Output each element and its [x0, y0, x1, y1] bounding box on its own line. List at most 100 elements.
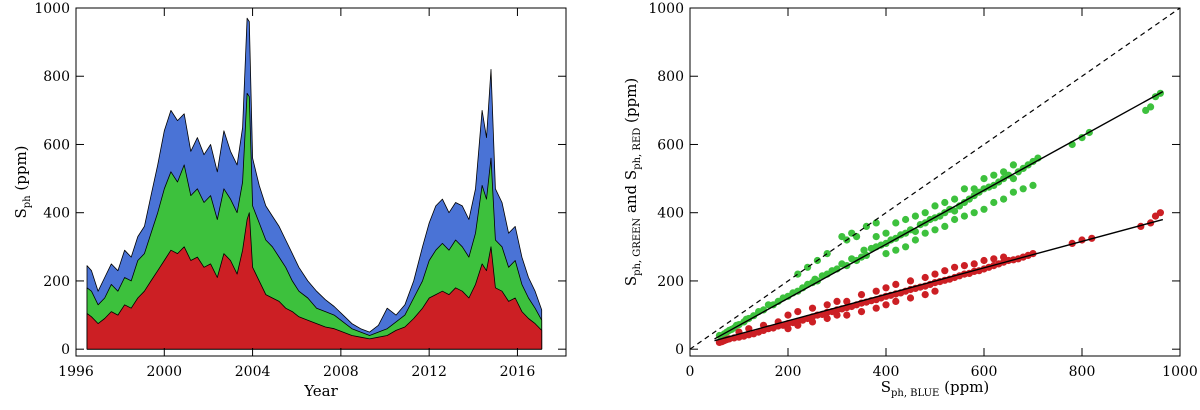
scatter-point [784, 311, 792, 319]
scatter-point [892, 219, 900, 227]
scatter-point [951, 207, 959, 215]
scatter-point [843, 297, 851, 305]
scatter-point [1009, 175, 1018, 183]
x-axis-title-unit: (ppm) [944, 378, 989, 396]
x-tick-label: 800 [1069, 364, 1096, 380]
scatter-point [990, 198, 998, 207]
scatter-point [980, 256, 988, 265]
y-axis-title-part-3: and S [622, 170, 640, 218]
scatter-point [823, 301, 831, 309]
scatter-point [990, 171, 998, 179]
scatter-point [911, 212, 920, 220]
scatter-point [921, 209, 929, 217]
scatter-point [960, 185, 969, 193]
scatter-point [750, 312, 758, 320]
scatter-point [882, 250, 890, 258]
scatter-point [872, 304, 880, 312]
area-series [86, 212, 543, 350]
stacked-area-chart: 1996 2000 2004 2008 2012 2016 0 200 400 600 800 100… [12, 1, 567, 400]
scatter-point [1000, 168, 1008, 176]
scatter-point [931, 202, 939, 210]
scatter-point [970, 209, 978, 217]
x-tick-label: 0 [686, 364, 695, 380]
scatter-point [882, 229, 890, 237]
scatter-point [1000, 253, 1008, 261]
x-tick-label: 2008 [323, 364, 359, 380]
y-tick-label: 800 [657, 69, 684, 85]
x-axis-title-main: S [881, 378, 891, 396]
scatter-point [931, 226, 939, 234]
plot-frame [75, 7, 567, 357]
scatter-point [823, 314, 831, 323]
scatter-point [941, 267, 949, 275]
reference-lines-group [689, 7, 1181, 350]
scatter-point [1000, 195, 1008, 203]
x-tick-label: 2004 [235, 364, 271, 380]
scatter-point [980, 205, 988, 213]
scatter-point [892, 246, 900, 254]
y-axis-title: Sph (ppm) [12, 145, 33, 218]
scatter-point [921, 291, 929, 299]
scatter-point [970, 260, 978, 268]
x-axis-title: Year [303, 382, 338, 400]
x-tick-label: 600 [971, 364, 998, 380]
scatter-point [857, 291, 866, 299]
x-axis-title: Sph, BLUE (ppm) [881, 378, 990, 399]
y-tick-label: 400 [657, 206, 684, 222]
y-axis-title-unit: (ppm) [12, 145, 30, 190]
scatter-point [941, 222, 949, 230]
scatter-point [960, 212, 969, 220]
x-tick-label: 2012 [411, 364, 447, 380]
y-axis-title: Sph, GREEN and Sph, RED (ppm) [622, 78, 643, 286]
y-axis-title-part-1: S [622, 276, 640, 286]
area-series-group [86, 17, 543, 350]
x-tick-label: 200 [775, 364, 802, 380]
scatter-point [1147, 103, 1155, 111]
scatter-point [882, 301, 890, 309]
y-axis-title-part-2: ph, GREEN [632, 218, 643, 276]
scatter-point [882, 284, 890, 292]
y-tick-label: 0 [675, 342, 684, 358]
x-tick-label: 400 [873, 364, 900, 380]
scatter-point [872, 219, 880, 227]
scatter-point [857, 308, 866, 316]
scatter-point [804, 263, 812, 271]
scatter-point [980, 175, 988, 183]
scatter-point [960, 262, 969, 270]
x-tick-label: 2016 [500, 364, 536, 380]
y-tick-label: 0 [61, 342, 70, 358]
scatter-chart: 0 200 400 600 800 1000 0 200 400 600 800 1000 Sph, … [622, 1, 1198, 399]
scatter-point [970, 185, 978, 193]
fit-line [714, 218, 1164, 342]
y-tick-label: 800 [43, 69, 70, 85]
axis-ticks: 0 200 400 600 800 1000 0 200 400 600 800 1000 [648, 1, 1197, 380]
scatter-point [921, 229, 929, 237]
fit-line [714, 90, 1164, 340]
scatter-point [1009, 188, 1018, 196]
scatter-point [808, 304, 817, 312]
scatter-point [931, 270, 939, 278]
scatter-point [902, 215, 910, 224]
y-tick-label: 1000 [34, 1, 70, 17]
y-tick-label: 200 [43, 274, 70, 290]
scatter-point [1029, 181, 1037, 189]
scatter-point [951, 215, 959, 224]
scatter-point [843, 311, 851, 319]
scatter-point [1009, 161, 1018, 169]
scatter-point [853, 233, 861, 241]
scatter-point [902, 243, 910, 251]
scatter-point [911, 236, 920, 244]
x-tick-label: 2000 [146, 364, 182, 380]
scatter-point [833, 297, 841, 305]
y-axis-title-part-4: ph, RED [632, 128, 643, 170]
y-tick-label: 400 [43, 206, 70, 222]
scatter-point [872, 233, 880, 241]
x-tick-label: 1996 [58, 364, 94, 380]
scatter-point [784, 325, 792, 333]
scatter-point [872, 287, 880, 295]
scatter-point [941, 198, 949, 207]
axis-ticks: 1996 2000 2004 2008 2012 2016 0 200 400 600 800 100… [34, 1, 566, 380]
scatter-point [951, 263, 959, 271]
scatter-point [794, 270, 802, 278]
